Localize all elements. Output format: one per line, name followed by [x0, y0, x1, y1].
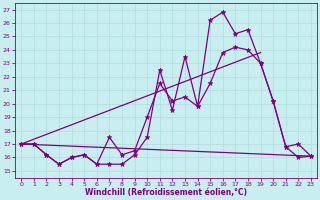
X-axis label: Windchill (Refroidissement éolien,°C): Windchill (Refroidissement éolien,°C)	[85, 188, 247, 197]
